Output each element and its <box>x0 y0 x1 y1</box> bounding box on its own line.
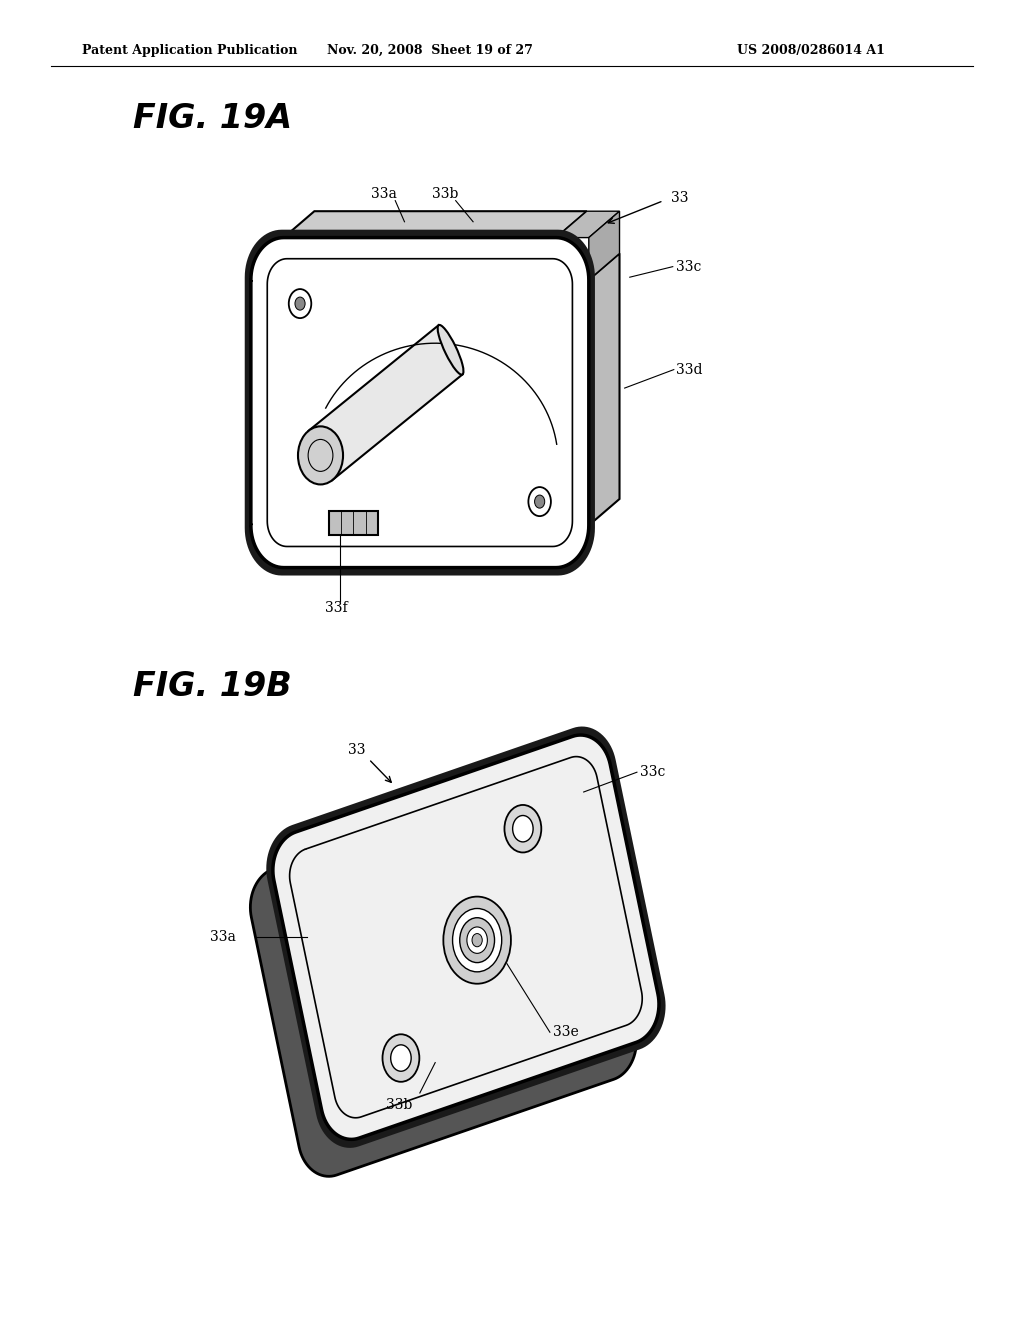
Polygon shape <box>284 211 587 238</box>
Text: 33b: 33b <box>432 186 459 201</box>
Polygon shape <box>290 756 642 1118</box>
Bar <box>329 511 378 535</box>
Ellipse shape <box>437 325 464 375</box>
Circle shape <box>472 933 482 946</box>
Polygon shape <box>250 772 637 1176</box>
Text: 33e: 33e <box>553 1026 579 1039</box>
Circle shape <box>298 426 343 484</box>
Circle shape <box>460 917 495 962</box>
Circle shape <box>528 487 551 516</box>
Polygon shape <box>245 230 595 576</box>
Polygon shape <box>272 735 659 1139</box>
Text: 33b: 33b <box>386 1098 413 1113</box>
Circle shape <box>383 1035 420 1082</box>
Circle shape <box>505 805 542 853</box>
Circle shape <box>391 1045 412 1072</box>
Text: 33: 33 <box>671 191 688 205</box>
Circle shape <box>467 927 487 953</box>
Text: 33c: 33c <box>640 766 666 779</box>
Polygon shape <box>589 211 620 280</box>
Text: 33a: 33a <box>371 186 397 201</box>
Circle shape <box>535 495 545 508</box>
Circle shape <box>289 289 311 318</box>
Text: 33c: 33c <box>676 260 701 273</box>
Text: 33f: 33f <box>325 601 347 615</box>
Polygon shape <box>556 211 620 238</box>
Circle shape <box>443 896 511 983</box>
Text: US 2008/0286014 A1: US 2008/0286014 A1 <box>737 44 885 57</box>
Polygon shape <box>267 259 572 546</box>
Polygon shape <box>589 253 620 525</box>
Circle shape <box>453 908 502 972</box>
Text: Nov. 20, 2008  Sheet 19 of 27: Nov. 20, 2008 Sheet 19 of 27 <box>327 44 534 57</box>
Text: 33: 33 <box>347 743 366 756</box>
Polygon shape <box>266 726 666 1148</box>
Polygon shape <box>308 325 463 480</box>
Circle shape <box>295 297 305 310</box>
Circle shape <box>513 816 534 842</box>
Text: FIG. 19A: FIG. 19A <box>133 103 292 135</box>
Text: Patent Application Publication: Patent Application Publication <box>82 44 297 57</box>
Polygon shape <box>251 238 589 568</box>
Text: FIG. 19B: FIG. 19B <box>133 671 292 702</box>
Text: 33a: 33a <box>210 931 236 944</box>
Text: 33d: 33d <box>676 363 702 376</box>
